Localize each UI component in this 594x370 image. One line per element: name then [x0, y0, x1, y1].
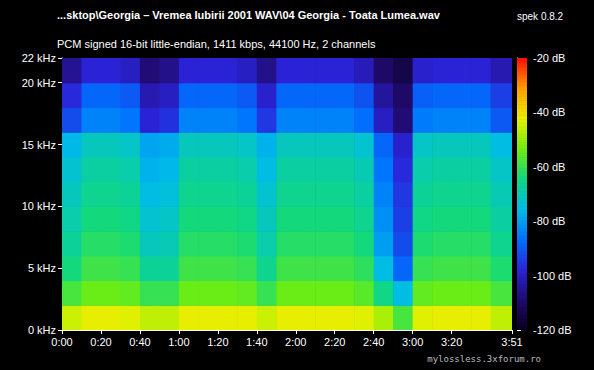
svg-text:0:40: 0:40 — [129, 336, 150, 348]
svg-text:-20 dB: -20 dB — [533, 52, 565, 64]
svg-text:0:20: 0:20 — [90, 336, 111, 348]
svg-text:1:20: 1:20 — [207, 336, 228, 348]
svg-text:3:00: 3:00 — [402, 336, 423, 348]
svg-text:-100 dB: -100 dB — [533, 270, 572, 282]
svg-text:2:00: 2:00 — [285, 336, 306, 348]
svg-text:-40 dB: -40 dB — [533, 106, 565, 118]
svg-text:...sktop\Georgia – Vremea Iubi: ...sktop\Georgia – Vremea Iubirii 2001 W… — [57, 9, 441, 21]
svg-text:0 kHz: 0 kHz — [28, 324, 56, 336]
svg-text:PCM signed 16-bit little-endia: PCM signed 16-bit little-endian, 1411 kb… — [57, 38, 376, 50]
svg-text:10 kHz: 10 kHz — [22, 200, 56, 212]
svg-text:0:00: 0:00 — [51, 336, 72, 348]
svg-text:3:51: 3:51 — [501, 336, 522, 348]
svg-text:22 kHz: 22 kHz — [22, 52, 56, 64]
svg-text:mylossless.3xforum.ro: mylossless.3xforum.ro — [427, 354, 541, 364]
svg-text:5 kHz: 5 kHz — [28, 262, 56, 274]
svg-text:1:00: 1:00 — [168, 336, 189, 348]
svg-text:3:20: 3:20 — [441, 336, 462, 348]
svg-text:-120 dB: -120 dB — [533, 324, 572, 336]
svg-text:2:20: 2:20 — [324, 336, 345, 348]
svg-text:2:40: 2:40 — [363, 336, 384, 348]
svg-text:-60 dB: -60 dB — [533, 161, 565, 173]
svg-text:20 kHz: 20 kHz — [22, 77, 56, 89]
svg-text:15 kHz: 15 kHz — [22, 139, 56, 151]
svg-text:spek 0.8.2: spek 0.8.2 — [517, 11, 564, 22]
svg-text:-80 dB: -80 dB — [533, 215, 565, 227]
svg-text:1:40: 1:40 — [246, 336, 267, 348]
